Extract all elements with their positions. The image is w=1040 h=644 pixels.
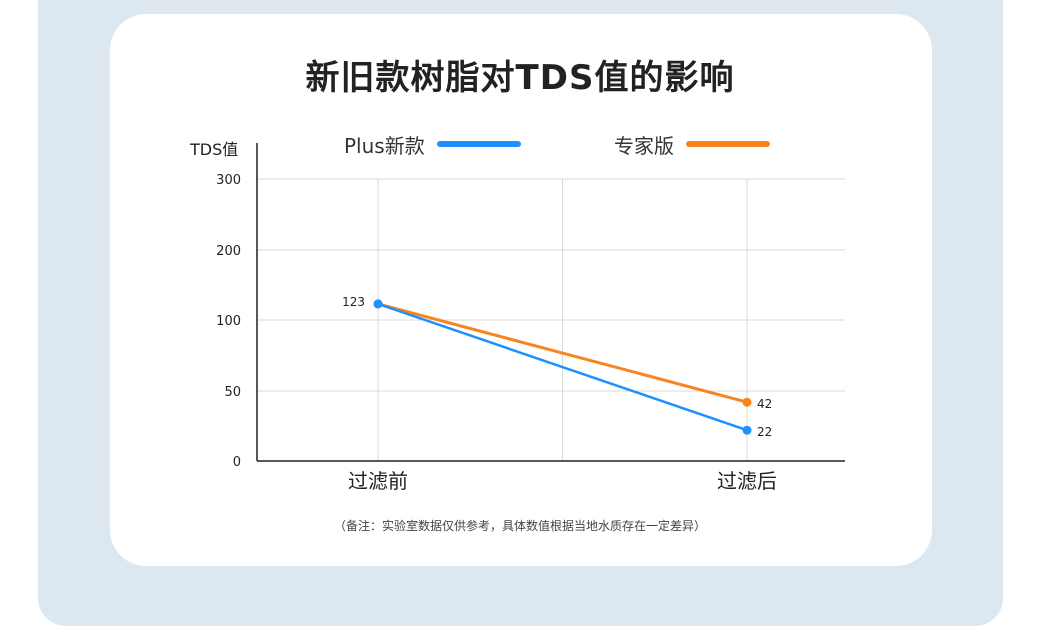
legend-label-expert: 专家版 <box>614 133 674 158</box>
series-line-plus <box>376 302 749 432</box>
legend-item-plus: Plus新款 <box>344 130 521 158</box>
series-line-expert <box>376 302 749 404</box>
x-tick-label: 过滤后 <box>717 469 777 493</box>
data-label: 42 <box>757 397 772 411</box>
legend-swatch-expert <box>686 141 770 147</box>
data-point-plus <box>742 425 752 435</box>
chart-card <box>110 14 932 566</box>
y-tick-label: 100 <box>216 314 241 329</box>
data-label: 22 <box>757 425 772 439</box>
legend-item-expert: 专家版 <box>614 130 770 158</box>
legend-swatch-plus <box>436 141 521 147</box>
y-tick-label: 50 <box>224 385 241 400</box>
y-axis-label: TDS值 <box>190 140 239 159</box>
data-point-expert <box>742 397 752 407</box>
chart-title: 新旧款树脂对TDS值的影响 <box>305 58 735 98</box>
legend-label-plus: Plus新款 <box>344 133 425 158</box>
y-tick-label: 300 <box>216 173 241 188</box>
y-tick-label: 200 <box>216 244 241 259</box>
footnote: （备注：实验室数据仅供参考，具体数值根据当地水质存在一定差异） <box>333 519 706 533</box>
y-tick-label: 0 <box>233 455 241 470</box>
x-tick-label: 过滤前 <box>348 469 408 493</box>
data-label: 123 <box>342 295 365 309</box>
data-point-plus <box>373 299 383 309</box>
